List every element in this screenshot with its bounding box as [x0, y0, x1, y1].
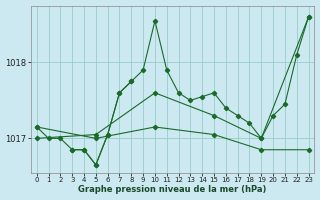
X-axis label: Graphe pression niveau de la mer (hPa): Graphe pression niveau de la mer (hPa): [78, 185, 267, 194]
